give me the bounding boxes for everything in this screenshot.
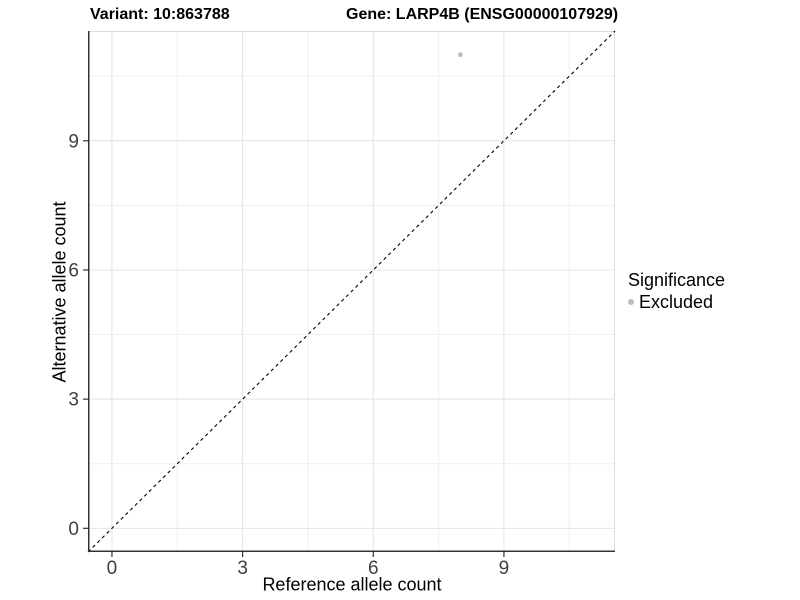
x-tick-label: 0	[107, 558, 118, 579]
legend-item: Excluded	[628, 291, 725, 313]
y-tick-label: 3	[68, 390, 79, 411]
y-tick-label: 9	[68, 131, 79, 152]
x-axis-title: Reference allele count	[262, 574, 442, 595]
y-tick-label: 6	[68, 260, 79, 281]
identity-line	[87, 30, 616, 553]
legend-title: Significance	[628, 270, 726, 290]
legend: Significance Excluded	[628, 269, 725, 313]
data-point	[457, 52, 463, 58]
plot-panel: 0 3 6 9 0 3 6 9	[68, 30, 616, 579]
plot-title-variant: Variant: 10:863788	[90, 6, 230, 23]
x-tick-label: 6	[368, 558, 379, 579]
legend-point-icon	[628, 299, 634, 305]
y-tick-label: 0	[68, 519, 79, 540]
plot-title-gene: Gene: LARP4B (ENSG00000107929)	[346, 6, 619, 23]
x-tick-label: 9	[499, 558, 510, 579]
y-axis-title: Alternative allele count	[49, 201, 70, 383]
x-tick-label: 3	[237, 558, 248, 579]
legend-item-label: Excluded	[639, 292, 714, 312]
